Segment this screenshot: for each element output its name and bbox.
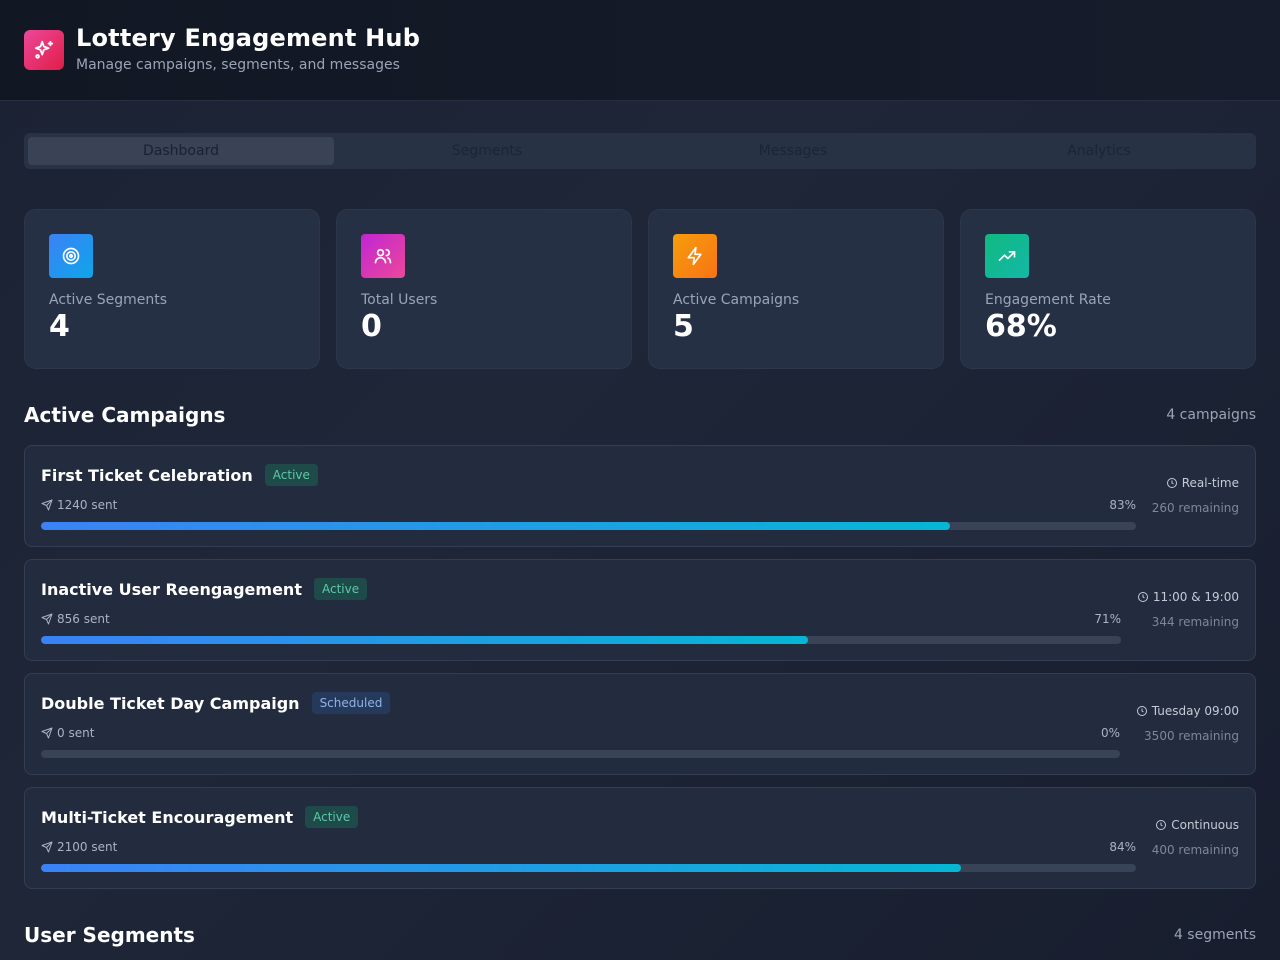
stat-card-total-users: Total Users 0	[336, 209, 632, 369]
stat-value: 4	[49, 309, 70, 344]
remaining-count: 260 remaining	[1151, 501, 1239, 515]
progress-bar	[41, 522, 1136, 530]
clock-icon	[1136, 706, 1147, 716]
trending-up-icon	[985, 234, 1029, 278]
tab-bar: Dashboard Segments Messages Analytics	[24, 133, 1256, 169]
campaign-title: Multi-Ticket Encouragement	[41, 807, 294, 827]
zap-icon	[673, 234, 717, 278]
progress-bar	[41, 750, 1120, 758]
clock-icon	[1156, 820, 1167, 830]
campaign-name: Double Ticket Day Campaign Scheduled	[41, 692, 391, 714]
stat-card-active-segments: Active Segments 4	[24, 209, 320, 369]
schedule-label: Continuous	[1171, 818, 1239, 832]
sent-label: 0 sent	[57, 726, 95, 740]
sent-count: 856 sent	[41, 612, 110, 626]
progress-percent: 84%	[1109, 840, 1136, 854]
remaining-count: 400 remaining	[1151, 843, 1239, 857]
progress-percent: 71%	[1094, 612, 1121, 626]
tab-messages[interactable]: Messages	[758, 143, 828, 159]
progress-fill	[41, 636, 808, 644]
campaign-title: Inactive User Reengagement	[41, 579, 302, 599]
campaign-card[interactable]: Double Ticket Day Campaign Scheduled 0 s…	[24, 673, 1256, 775]
target-icon	[49, 234, 93, 278]
send-icon	[41, 613, 53, 625]
sent-label: 2100 sent	[57, 840, 118, 854]
sent-count: 2100 sent	[41, 840, 117, 854]
campaign-name: Inactive User Reengagement Active	[41, 578, 368, 600]
clock-icon	[1137, 592, 1148, 602]
remaining-count: 3500 remaining	[1144, 729, 1239, 743]
campaign-name: First Ticket Celebration Active	[41, 464, 318, 486]
tab-analytics[interactable]: Analytics	[1067, 143, 1131, 159]
clock-icon	[1166, 478, 1177, 488]
stat-label: Active Segments	[49, 292, 168, 308]
campaign-card[interactable]: Inactive User Reengagement Active 856 se…	[24, 559, 1256, 661]
users-icon	[361, 234, 405, 278]
schedule-label: Tuesday 09:00	[1151, 704, 1239, 718]
stat-value: 0	[361, 309, 382, 344]
schedule: Tuesday 09:00	[1136, 704, 1239, 718]
send-icon	[41, 727, 53, 739]
progress-fill	[41, 864, 961, 872]
stat-label: Engagement Rate	[985, 292, 1111, 308]
progress-bar	[41, 636, 1121, 644]
app-header: Lottery Engagement Hub Manage campaigns,…	[0, 0, 1280, 101]
sent-count: 0 sent	[41, 726, 94, 740]
section-title-segments: User Segments	[24, 923, 195, 947]
schedule: Real-time	[1166, 476, 1239, 490]
sparkles-icon	[24, 30, 64, 70]
sent-label: 1240 sent	[57, 498, 118, 512]
schedule: 11:00 & 19:00	[1137, 590, 1239, 604]
progress-percent: 0%	[1100, 726, 1120, 740]
remaining-count: 344 remaining	[1151, 615, 1239, 629]
stat-label: Total Users	[361, 292, 438, 308]
send-icon	[41, 841, 53, 853]
sent-label: 856 sent	[57, 612, 110, 626]
segment-count: 4 segments	[1173, 927, 1256, 943]
campaign-title: Double Ticket Day Campaign	[41, 693, 300, 713]
section-title-campaigns: Active Campaigns	[24, 403, 226, 427]
schedule: Continuous	[1155, 818, 1239, 832]
campaign-name: Multi-Ticket Encouragement Active	[41, 806, 359, 828]
tab-segments[interactable]: Segments	[451, 143, 523, 159]
status-badge: Active	[305, 806, 359, 828]
schedule-label: 11:00 & 19:00	[1152, 590, 1239, 604]
progress-percent: 83%	[1109, 498, 1136, 512]
stat-card-engagement-rate: Engagement Rate 68%	[960, 209, 1256, 369]
status-badge: Active	[313, 578, 368, 600]
status-badge: Scheduled	[311, 692, 391, 714]
campaign-count: 4 campaigns	[1166, 407, 1256, 423]
stat-label: Active Campaigns	[673, 292, 800, 308]
schedule-label: Real-time	[1181, 476, 1239, 490]
campaign-card[interactable]: First Ticket Celebration Active 1240 sen…	[24, 445, 1256, 547]
sent-count: 1240 sent	[41, 498, 117, 512]
app-title: Lottery Engagement Hub	[76, 24, 421, 52]
progress-bar	[41, 864, 1136, 872]
tab-dashboard[interactable]: Dashboard	[28, 137, 334, 165]
stat-value: 68%	[985, 309, 1057, 344]
app-subtitle: Manage campaigns, segments, and messages	[76, 57, 400, 73]
send-icon	[41, 499, 53, 511]
progress-fill	[41, 522, 950, 530]
stat-card-active-campaigns: Active Campaigns 5	[648, 209, 944, 369]
stat-value: 5	[673, 309, 694, 344]
campaign-card[interactable]: Multi-Ticket Encouragement Active 2100 s…	[24, 787, 1256, 889]
status-badge: Active	[264, 464, 318, 486]
campaign-title: First Ticket Celebration	[41, 465, 253, 485]
